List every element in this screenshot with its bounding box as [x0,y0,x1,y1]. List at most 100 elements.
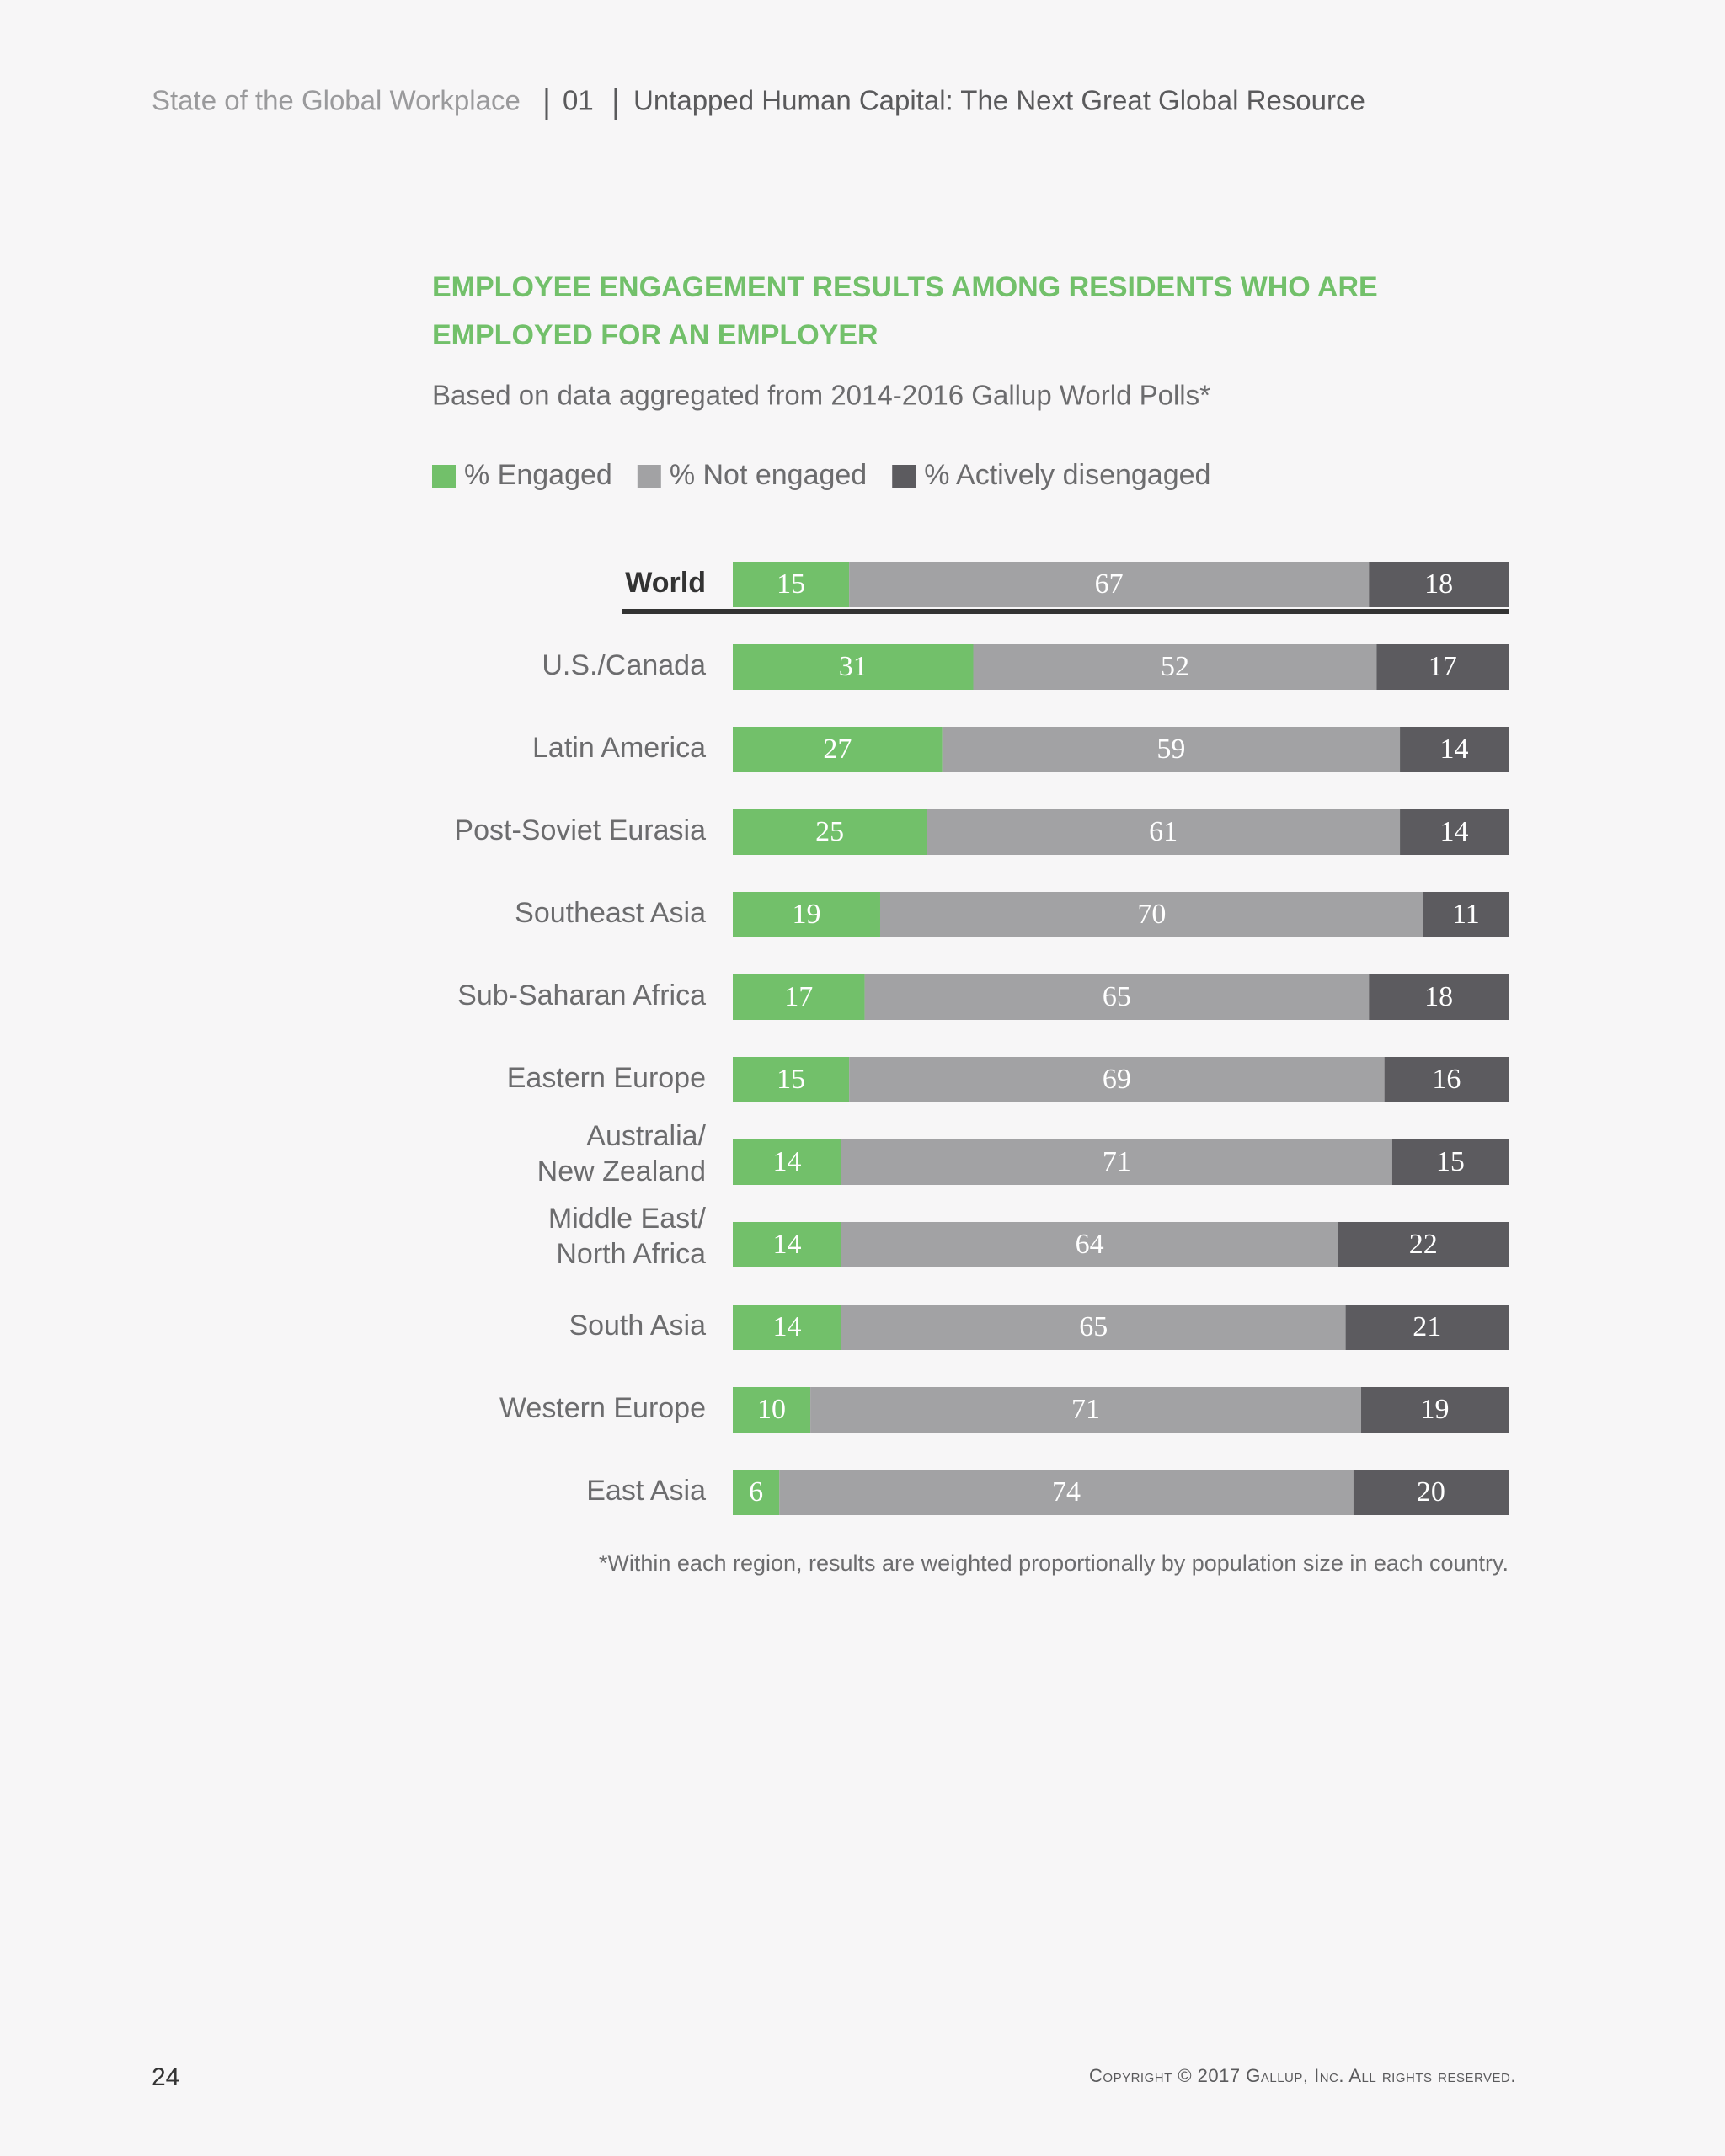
legend: % Engaged % Not engaged % Actively disenga… [432,459,1210,491]
bar-segment [733,892,880,937]
bar-segment [733,562,850,607]
category-label: East Asia [586,1475,706,1507]
report-title: State of the Global Workplace [152,85,521,116]
bar-segment [973,644,1377,690]
chapter: 01 [563,85,594,116]
bar-segment [733,644,974,690]
category-label: Eastern Europe [507,1062,706,1094]
chart-title: EMPLOYEE ENGAGEMENT RESULTS AMONG RESIDE… [432,271,1378,351]
legend-swatch [637,465,661,488]
value-label: 18 [1424,568,1453,600]
value-label: 71 [1103,1146,1131,1177]
value-label: 61 [1149,816,1178,847]
bar-segment [1391,1139,1509,1185]
category-label: Latin America [532,732,706,764]
bar-segment [733,1305,841,1350]
value-label: 15 [777,1064,805,1095]
bar-segment [733,1222,841,1267]
value-label: 64 [1076,1229,1104,1260]
bar-segment [1338,1222,1509,1267]
legend-label: % Engaged [464,459,612,491]
value-label: 6 [749,1476,763,1508]
value-label: 67 [1095,568,1124,600]
bar-segment [841,1139,1392,1185]
bar-segment [810,1387,1362,1433]
value-label: 14 [772,1311,801,1342]
category-label: Sub-Saharan Africa [457,979,706,1011]
footnote: *Within each region, results are weighte… [599,1550,1509,1576]
value-label: 70 [1137,899,1166,930]
value-label: 19 [792,899,820,930]
value-label: 17 [784,981,813,1012]
bar-segment [849,1057,1385,1102]
value-label: 27 [823,734,852,765]
value-label: 14 [1440,734,1469,765]
bar-segment [1376,644,1509,690]
value-label: 18 [1424,981,1453,1012]
bar-segment [1400,727,1509,772]
bar-segment [1361,1387,1509,1433]
value-label: 16 [1432,1064,1461,1095]
value-label: 52 [1161,651,1189,682]
value-label: 74 [1052,1476,1081,1508]
legend-swatch [892,465,916,488]
value-label: 17 [1429,651,1457,682]
category-label: U.S./Canada [542,649,706,681]
bar-segment [1345,1305,1509,1350]
page-number: 24 [152,2063,179,2091]
bar-segment [1369,562,1509,607]
world-underline [622,609,1509,614]
value-label: 14 [772,1146,801,1177]
bar-segment [927,809,1401,855]
bar-segment [733,727,943,772]
value-label: 65 [1103,981,1131,1012]
value-label: 71 [1071,1394,1100,1425]
chart-subtitle: Based on data aggregated from 2014-2016 … [432,380,1210,411]
category-label: World [625,567,706,599]
category-label: Post-Soviet Eurasia [454,814,706,846]
bar-segment [779,1470,1354,1515]
bar-segment [733,1139,841,1185]
value-label: 31 [839,651,868,682]
bar-segment [1400,809,1509,855]
bar-segment [1353,1470,1509,1515]
value-label: 59 [1156,734,1185,765]
value-label: 11 [1452,899,1480,930]
bar-segment [942,727,1401,772]
copyright: Copyright © 2017 Gallup, Inc. All rights… [1089,2065,1516,2086]
value-label: 15 [777,568,805,600]
legend-label: % Not engaged [670,459,867,491]
bar-segment [733,1470,780,1515]
plot: World 15 67 18 U.S./Canada 31 52 17 Latin Americ… [454,562,1509,1515]
bar-segment [849,562,1370,607]
value-label: 21 [1413,1311,1441,1342]
value-label: 69 [1103,1064,1131,1095]
bar-segment [733,974,865,1020]
value-label: 10 [757,1394,786,1425]
bar-segment [841,1222,1338,1267]
bar-segment [733,1387,811,1433]
bar-segment [864,974,1370,1020]
legend-label: % Actively disengaged [924,459,1210,491]
legend-swatch [432,465,456,488]
value-label: 19 [1421,1394,1450,1425]
category-label: South Asia [569,1310,706,1342]
value-label: 14 [1440,816,1469,847]
category-label: Middle East/North Africa [548,1203,707,1270]
bar-segment [733,1057,850,1102]
value-label: 22 [1409,1229,1438,1260]
bar-segment [1423,892,1509,937]
category-label: Southeast Asia [515,897,706,929]
value-label: 25 [815,816,844,847]
value-label: 65 [1079,1311,1108,1342]
bar-segment [733,809,927,855]
bar-segment [841,1305,1346,1350]
category-label: Western Europe [499,1392,706,1424]
section: Untapped Human Capital: The Next Great G… [633,85,1365,116]
value-label: 20 [1417,1476,1445,1508]
category-label: Australia/New Zealand [537,1120,707,1187]
bar-segment [1369,974,1509,1020]
bar-segment [879,892,1423,937]
